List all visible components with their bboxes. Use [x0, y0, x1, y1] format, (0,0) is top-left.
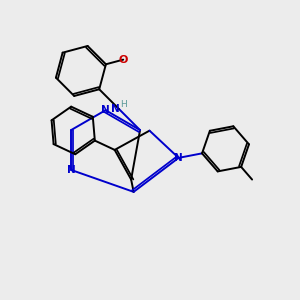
- Text: O: O: [118, 55, 128, 64]
- Text: N: N: [67, 165, 76, 175]
- Text: H: H: [120, 100, 127, 109]
- Text: N: N: [174, 153, 183, 163]
- Text: N: N: [101, 105, 110, 115]
- Text: N: N: [111, 104, 120, 114]
